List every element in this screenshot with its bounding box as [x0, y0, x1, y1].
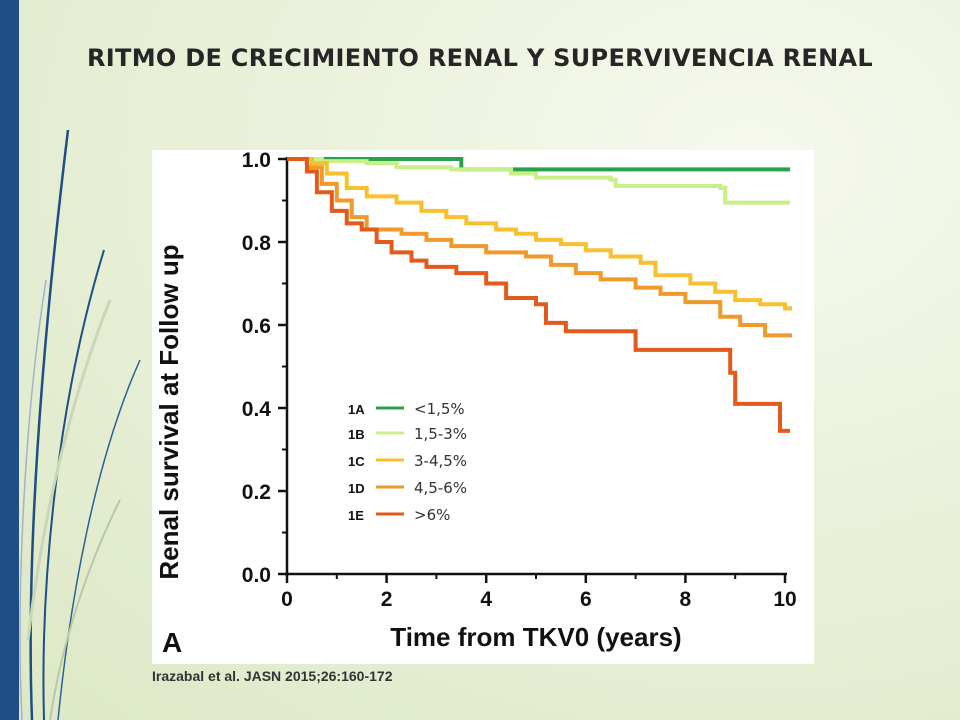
- legend-code: 1D: [348, 481, 365, 496]
- series-line-1B: [287, 157, 790, 205]
- legend: 1A <1,5% 1B 1,5-3% 1C 3-4,5% 1D 4,5-6% 1E >6%: [348, 400, 467, 524]
- y-tick-label: 0.8: [242, 232, 272, 255]
- legend-code: 1E: [348, 508, 364, 523]
- y-tick-label: 1.0: [242, 150, 271, 172]
- series-line-1E: [287, 157, 790, 433]
- y-tick-label: 0.6: [242, 315, 271, 338]
- x-tick-label: 0: [281, 588, 293, 611]
- legend-code: 1B: [348, 427, 365, 442]
- series-line-1D: [287, 157, 792, 338]
- legend-series-name: <1,5%: [414, 400, 465, 418]
- legend-series-name: 3-4,5%: [414, 452, 467, 470]
- decorative-swoosh-lines: [19, 129, 141, 720]
- citation: Irazabal et al. JASN 2015;26:160-172: [152, 668, 393, 684]
- x-tick-label: 2: [381, 588, 393, 611]
- x-tick-label: 10: [773, 588, 796, 611]
- x-axis-label: Time from TKV0 (years): [390, 622, 681, 652]
- x-tick-label: 4: [480, 588, 492, 611]
- panel-label: A: [162, 627, 182, 658]
- y-tick-label: 0.0: [242, 564, 271, 587]
- series-line-1A: [287, 157, 790, 172]
- legend-series-name: 1,5-3%: [414, 425, 467, 443]
- y-tick-label: 0.2: [242, 481, 271, 504]
- legend-code: 1A: [348, 402, 365, 417]
- series-lines: [287, 157, 792, 433]
- x-tick-label: 6: [580, 588, 592, 611]
- survival-chart-figure: 0.0 0.2 0.4 0.6 0.8 1.0 0 2 4 6 8 10 1A <1,5% 1B 1,5-…: [152, 150, 814, 664]
- slide-title: RITMO DE CRECIMIENTO RENAL Y SUPERVIVENC…: [87, 44, 873, 72]
- y-tick-label: 0.4: [242, 398, 272, 421]
- legend-code: 1C: [348, 454, 365, 469]
- x-axis: 0 2 4 6 8 10: [281, 572, 797, 611]
- series-line-1C: [287, 157, 792, 311]
- y-axis-label: Renal survival at Follow up: [154, 244, 184, 579]
- slide-left-bar: [0, 0, 19, 720]
- y-axis: 0.0 0.2 0.4 0.6 0.8 1.0: [242, 150, 289, 587]
- legend-series-name: 4,5-6%: [414, 479, 467, 497]
- legend-series-name: >6%: [414, 506, 450, 524]
- survival-chart: 0.0 0.2 0.4 0.6 0.8 1.0 0 2 4 6 8 10 1A <1,5% 1B 1,5-…: [154, 150, 797, 658]
- x-tick-label: 8: [680, 588, 692, 611]
